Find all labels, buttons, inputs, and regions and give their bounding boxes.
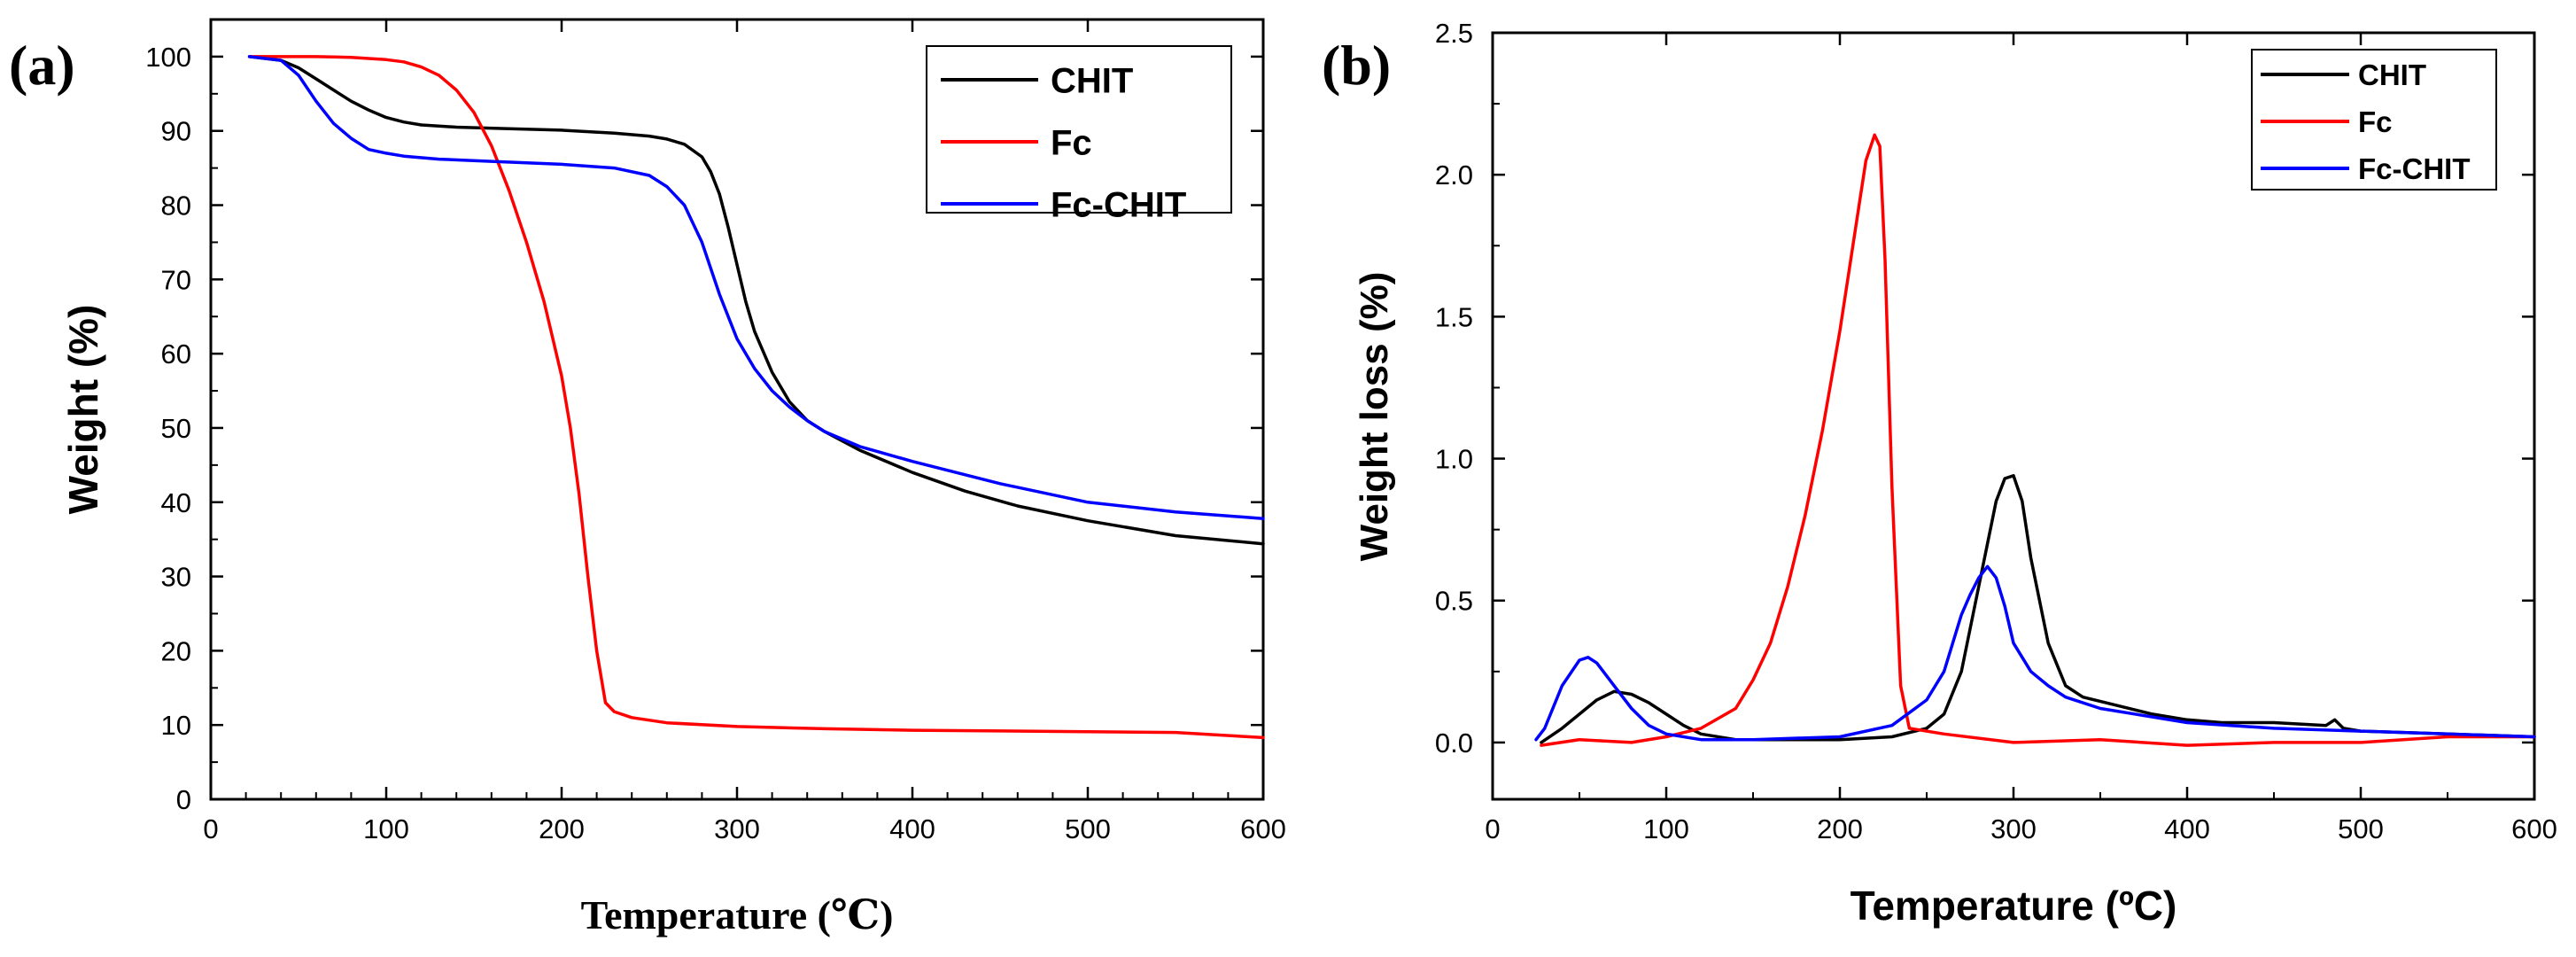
panel-a-x-tick-label: 0	[203, 813, 218, 844]
panel-b-x-axis-title: Temperature (ºC)	[1851, 883, 2177, 929]
panel-a-y-axis-title: Weight (%)	[60, 305, 106, 515]
panel-b-series	[1534, 133, 2536, 747]
panel-a: (a) 0 100 200 300 400 500 600 0 10 20 30 40 50 60 70 80…	[9, 18, 1286, 938]
panel-a-x-tick-label: 500	[1065, 813, 1111, 844]
panel-b-label: (b)	[1322, 34, 1391, 97]
panel-a-y-tick-label: 80	[161, 191, 191, 222]
panel-a-legend-label-fc-chit: Fc-CHIT	[1051, 185, 1186, 224]
panel-b-y-tick-label: 1.5	[1435, 301, 1473, 332]
panel-b-y-tick-label: 1.0	[1435, 444, 1473, 475]
panel-a-y-tick-label: 0	[176, 784, 191, 815]
panel-a-y-tick-label: 10	[161, 710, 191, 741]
panel-b-y-tick-label: 2.5	[1435, 18, 1473, 49]
panel-a-series-fc-chit	[247, 55, 1265, 520]
panel-b-series-chit	[1540, 474, 2536, 744]
panel-a-y-tick-label: 50	[161, 413, 191, 444]
panel-b-y-tick-label: 0.5	[1435, 586, 1473, 617]
panel-b: (b) 0 100 200 300 400 500 600 0.0 0.5 1.0 1.5 2.0 2.…	[1322, 18, 2557, 929]
panel-b-legend-label-chit: CHIT	[2358, 58, 2426, 91]
panel-a-legend-label-chit: CHIT	[1051, 61, 1133, 100]
panel-b-legend-label-fc: Fc	[2358, 105, 2393, 138]
panel-a-legend-box	[926, 45, 1232, 214]
panel-a-y-tick-label: 60	[161, 338, 191, 370]
panel-b-ticks: 0 100 200 300 400 500 600 0.0 0.5 1.0 1.5 2.0 2.5	[1435, 18, 2557, 844]
panel-b-legend: CHIT Fc Fc-CHIT	[2251, 49, 2497, 191]
panel-a-y-tick-label: 100	[145, 42, 191, 73]
panel-a-label: (a)	[9, 34, 75, 97]
panel-a-legend: CHIT Fc Fc-CHIT	[926, 45, 1232, 224]
panel-a-y-tick-label: 40	[161, 487, 191, 518]
panel-b-series-fc-chit	[1534, 564, 2536, 742]
panel-a-x-tick-label: 400	[889, 813, 935, 844]
panel-a-ticks: 0 100 200 300 400 500 600 0 10 20 30 40 50 60 70 80 90 10…	[145, 19, 1286, 844]
panel-a-x-tick-label: 100	[363, 813, 409, 844]
panel-a-legend-label-fc: Fc	[1051, 123, 1092, 162]
panel-a-series	[247, 55, 1265, 740]
panel-a-y-tick-label: 20	[161, 635, 191, 666]
panel-a-x-axis-title: Temperature (℃)	[581, 892, 894, 938]
panel-b-y-tick-label: 0.0	[1435, 727, 1473, 759]
panel-a-x-tick-label: 600	[1240, 813, 1286, 844]
panel-a-x-tick-label: 200	[539, 813, 585, 844]
panel-b-y-axis-title: Weight loss (%)	[1353, 272, 1396, 562]
panel-b-x-tick-label: 600	[2511, 813, 2557, 844]
panel-b-series-fc	[1540, 133, 2536, 747]
panel-b-x-tick-label: 300	[1990, 813, 2037, 844]
panel-b-y-tick-label: 2.0	[1435, 160, 1473, 191]
panel-a-series-chit	[247, 55, 1265, 546]
panel-a-y-tick-label: 30	[161, 562, 191, 593]
panel-b-x-tick-label: 100	[1643, 813, 1689, 844]
panel-a-x-tick-label: 300	[714, 813, 760, 844]
panel-b-legend-label-fc-chit: Fc-CHIT	[2358, 152, 2471, 185]
panel-b-x-tick-label: 500	[2338, 813, 2384, 844]
panel-b-x-tick-label: 400	[2164, 813, 2210, 844]
panel-a-y-tick-label: 90	[161, 116, 191, 147]
panel-b-x-tick-label: 200	[1817, 813, 1863, 844]
panel-b-x-tick-label: 0	[1485, 813, 1500, 844]
panel-a-y-tick-label: 70	[161, 264, 191, 295]
panel-a-series-fc	[247, 55, 1265, 740]
